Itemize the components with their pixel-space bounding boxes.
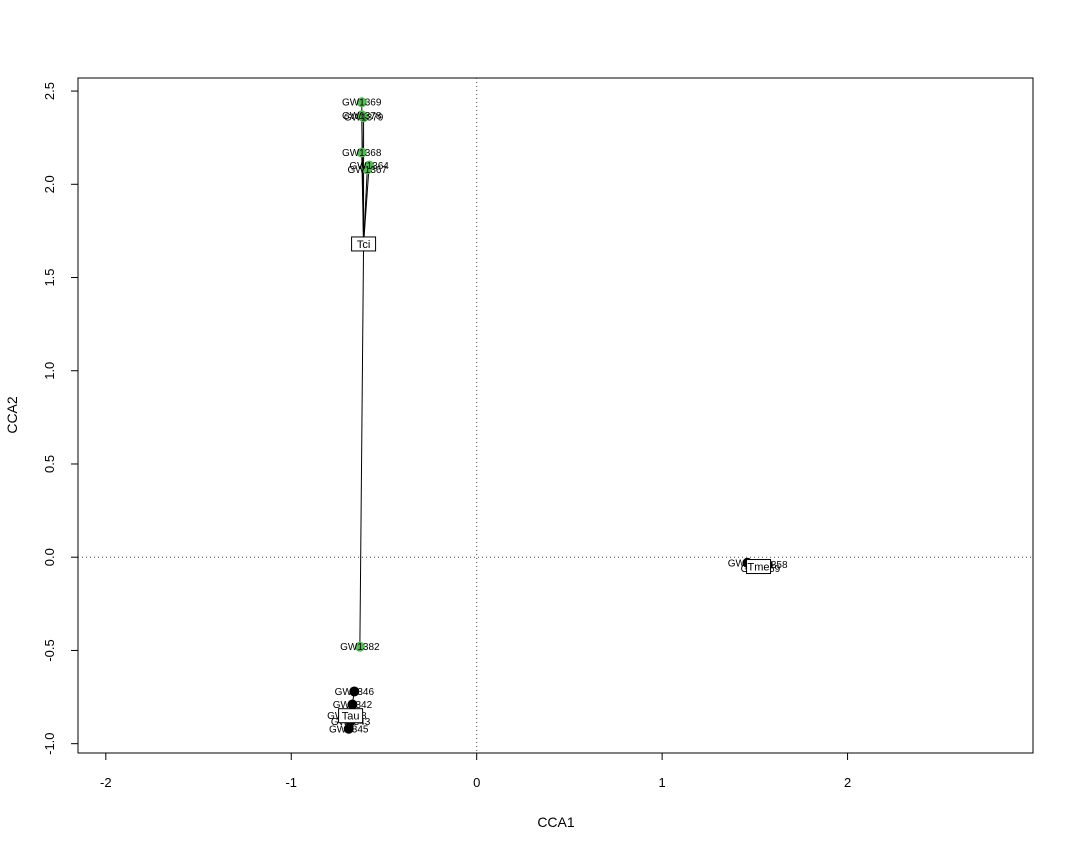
y-tick-label: 1.0 [42, 362, 57, 380]
centroid-labels: Tci Tau Tme [338, 236, 772, 724]
centroid-label: Tme [748, 562, 770, 574]
data-point [349, 686, 360, 697]
data-point [358, 112, 369, 123]
y-tick-label: 2.0 [42, 175, 57, 193]
point-label: GW1368 [342, 148, 382, 159]
x-axis-title: CCA1 [537, 814, 575, 830]
point-label: GW1378 [342, 111, 382, 122]
y-tick-label: -0.5 [42, 639, 57, 661]
spider-line [359, 243, 365, 647]
point-label: GW1364 [349, 161, 389, 172]
centroid-box [746, 559, 772, 575]
centroid-label: Tau [342, 711, 360, 723]
point-label: GW1346 [335, 687, 375, 698]
x-tick-label: -2 [100, 775, 112, 790]
y-tick-label: -1.0 [42, 732, 57, 754]
x-tick-label: 0 [473, 775, 480, 790]
data-point [347, 699, 358, 710]
point-label: GW1367 [348, 165, 388, 176]
data-point [356, 147, 367, 158]
centroid-label: Tci [357, 239, 370, 251]
data-point [356, 97, 367, 108]
data-point [362, 164, 373, 175]
plot-frame [77, 77, 1034, 754]
spider-line [363, 169, 368, 244]
y-axis: -1.0 -0.5 0.0 0.5 1.0 1.5 2.0 2.5 [42, 82, 79, 755]
data-point [343, 723, 354, 734]
x-tick-label: 2 [844, 775, 851, 790]
y-tick-label: 0.5 [42, 455, 57, 473]
point-label: GW1345 [329, 724, 369, 735]
centroid-box [338, 708, 364, 724]
centroid-box [351, 236, 377, 252]
point-label: GW1342 [333, 700, 373, 711]
y-tick-label: 1.5 [42, 268, 57, 286]
point-label: GW1369 [342, 98, 382, 109]
reference-lines [78, 78, 1033, 753]
y-tick-label: 2.5 [42, 82, 57, 100]
data-point [354, 641, 365, 652]
x-tick-label: -1 [285, 775, 297, 790]
point-label: GW1379 [344, 113, 384, 124]
y-tick-label: 0.0 [42, 548, 57, 566]
spider-line [361, 152, 365, 244]
x-axis: -2 -1 0 1 2 [100, 752, 851, 790]
spider-lines [346, 102, 768, 729]
y-axis-title: CCA2 [4, 396, 20, 434]
x-tick-label: 1 [659, 775, 666, 790]
point-label: GW1382 [340, 642, 380, 653]
